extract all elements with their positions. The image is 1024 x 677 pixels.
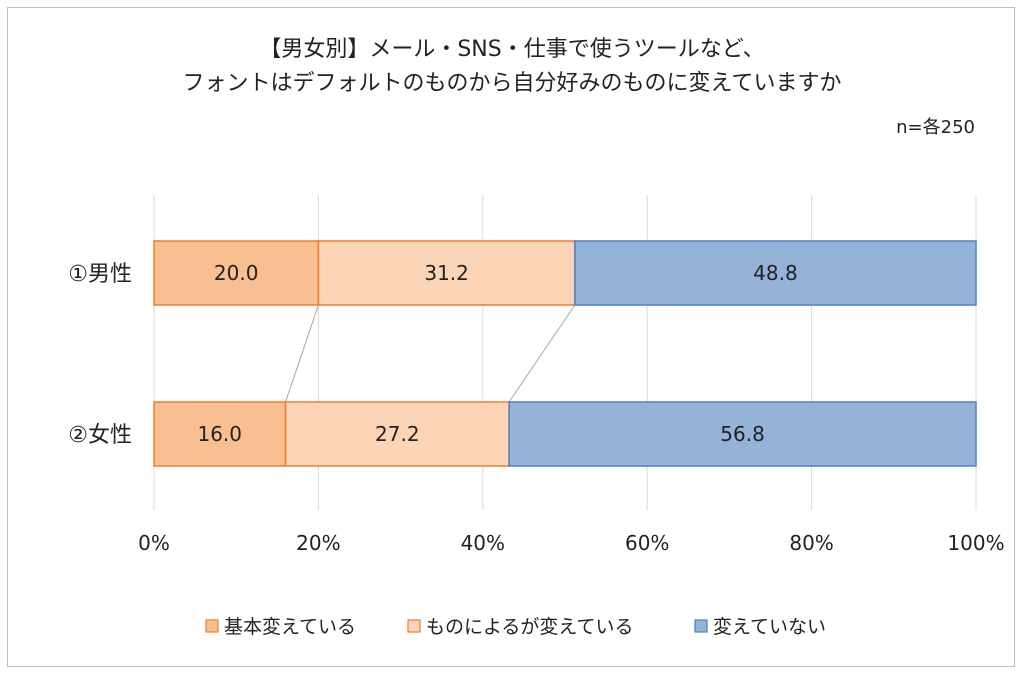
bar-1-1 bbox=[284, 401, 510, 467]
legend-swatch-1 bbox=[407, 619, 421, 633]
bar-0-2 bbox=[574, 240, 977, 306]
category-label-1: ②女性 bbox=[68, 423, 132, 448]
x-tick-label-2: 40% bbox=[461, 531, 505, 555]
chart-title-line1: 【男女別】メール・SNS・仕事で使うツールなど、 bbox=[259, 37, 764, 62]
sample-size-note: n=各250 bbox=[896, 117, 975, 138]
data-label-0-2: 48.8 bbox=[753, 261, 798, 285]
legend-label-0: 基本変えている bbox=[224, 616, 356, 638]
value-labels: 20.0 31.2 48.8 16.0 27.2 56.8 bbox=[197, 261, 797, 446]
category-label-0: ①男性 bbox=[68, 262, 132, 287]
x-tick-label-4: 80% bbox=[789, 531, 833, 555]
bar-group bbox=[153, 240, 977, 467]
bar-1-2 bbox=[508, 401, 977, 467]
x-tick-label-3: 60% bbox=[625, 531, 669, 555]
x-axis-tick-labels: 0% 20% 40% 60% 80% 100% bbox=[138, 531, 1004, 555]
bar-1-0 bbox=[153, 401, 287, 467]
legend-label-1: ものによるが変えている bbox=[426, 616, 633, 638]
series-line-0 bbox=[285, 304, 319, 403]
series-lines bbox=[285, 304, 576, 403]
data-label-1-1: 27.2 bbox=[375, 422, 420, 446]
data-label-0-0: 20.0 bbox=[214, 261, 259, 285]
legend: 基本変えている ものによるが変えている 変えていない bbox=[205, 616, 826, 638]
x-tick-label-5: 100% bbox=[947, 531, 1004, 555]
data-label-1-0: 16.0 bbox=[197, 422, 242, 446]
legend-swatch-0 bbox=[205, 619, 219, 633]
x-tick-label-0: 0% bbox=[138, 531, 170, 555]
legend-label-2: 変えていない bbox=[713, 616, 826, 638]
category-labels: ①男性 ②女性 bbox=[68, 262, 132, 448]
series-line-1 bbox=[508, 304, 576, 403]
data-label-0-1: 31.2 bbox=[424, 261, 469, 285]
chart-title-line2: フォントはデフォルトのものから自分好みのものに変えていますか bbox=[183, 71, 842, 96]
legend-swatch-2 bbox=[694, 619, 708, 633]
x-tick-label-1: 20% bbox=[296, 531, 340, 555]
data-label-1-2: 56.8 bbox=[720, 422, 765, 446]
chart-frame bbox=[7, 7, 1015, 667]
